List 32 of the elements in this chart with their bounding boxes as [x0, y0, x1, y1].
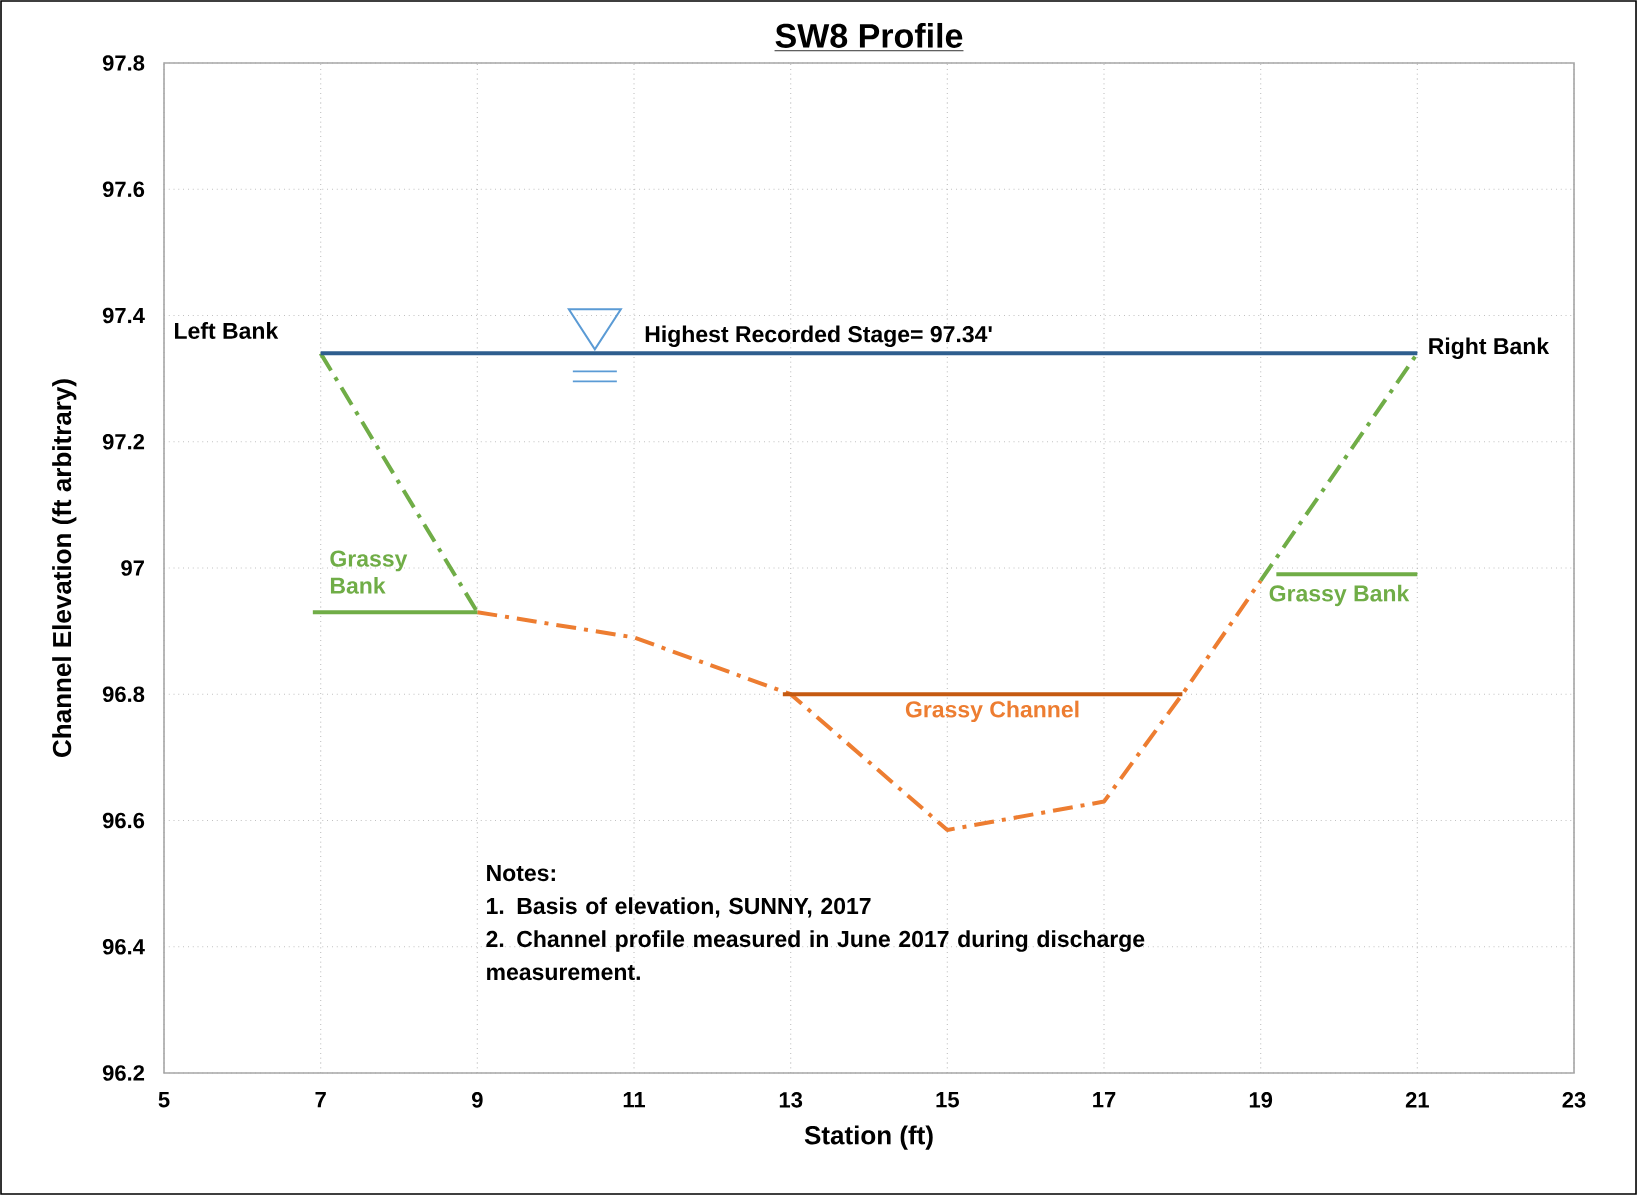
x-axis-title: Station (ft) [804, 1125, 933, 1150]
annotation: Grassy Channel [905, 700, 1079, 723]
y-tick-label: 97.8 [102, 55, 145, 71]
annotation: Highest Recorded Stage= 97.34' [645, 325, 992, 347]
y-tick-label: 96.8 [102, 686, 145, 703]
x-tick-label: 23 [1562, 1092, 1586, 1108]
annotation: Right Bank [1429, 337, 1550, 359]
x-tick-label: 21 [1405, 1092, 1429, 1108]
annotation: Notes: [487, 865, 555, 882]
y-axis-title: Channel Elevation (ft arbitrary) [52, 379, 77, 757]
y-tick-label: 97.6 [102, 181, 145, 198]
x-tick-label: 7 [315, 1092, 326, 1108]
y-tick-label: 96.4 [102, 938, 145, 955]
x-tick-label: 11 [623, 1092, 646, 1108]
x-tick-label: 17 [1093, 1092, 1116, 1108]
x-tick-label: 15 [936, 1092, 959, 1108]
y-tick-label: 96.6 [102, 812, 145, 829]
y-tick-label: 97 [121, 560, 144, 576]
x-tick-label: 5 [158, 1092, 170, 1108]
annotation: Grassy Bank [1269, 584, 1410, 607]
annotation: 1. Basis of elevation, SUNNY, 2017 [487, 897, 871, 918]
annotation: Left Bank [175, 322, 279, 339]
x-tick-label: 13 [779, 1092, 803, 1108]
chart-title: SW8 Profile [775, 22, 963, 48]
y-tick-label: 97.4 [102, 307, 145, 324]
x-tick-label: 19 [1249, 1092, 1273, 1108]
x-tick-label: 9 [471, 1092, 483, 1108]
y-tick-label: 97.2 [102, 433, 145, 450]
annotation: Grassy Bank [330, 550, 408, 594]
line-series [475, 578, 1263, 832]
annotation: 2. Channel profile measured in June 2017 during discharge measurement. [486, 930, 1145, 981]
y-tick-label: 96.2 [102, 1065, 145, 1081]
